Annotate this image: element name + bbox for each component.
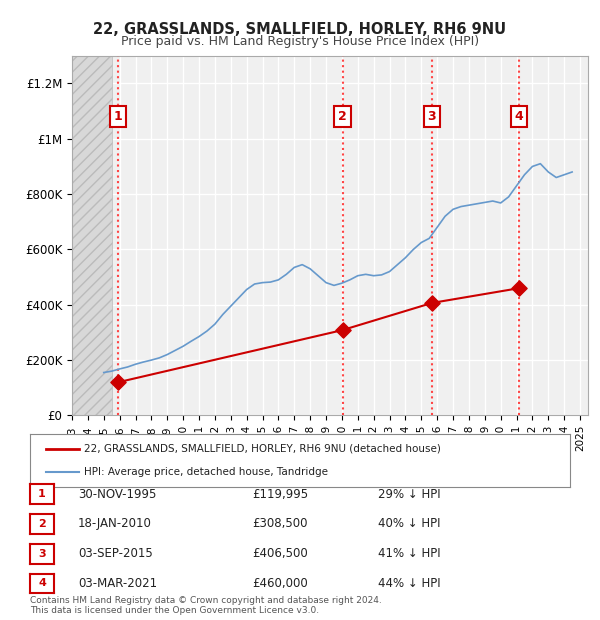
Text: 3: 3 (428, 110, 436, 123)
Text: £406,500: £406,500 (252, 547, 308, 560)
Bar (72, 56, 112, 415)
Point (113, 377, 123, 387)
Text: 22, GRASSLANDS, SMALLFIELD, HORLEY, RH6 9NU (detached house): 22, GRASSLANDS, SMALLFIELD, HORLEY, RH6 … (84, 444, 441, 454)
Text: 1: 1 (114, 110, 122, 123)
Text: 3: 3 (38, 549, 46, 559)
Text: 03-SEP-2015: 03-SEP-2015 (78, 547, 153, 560)
Text: Price paid vs. HM Land Registry's House Price Index (HPI): Price paid vs. HM Land Registry's House … (121, 35, 479, 48)
Text: 41% ↓ HPI: 41% ↓ HPI (378, 547, 440, 560)
Text: 40% ↓ HPI: 40% ↓ HPI (378, 518, 440, 530)
Text: Contains HM Land Registry data © Crown copyright and database right 2024.
This d: Contains HM Land Registry data © Crown c… (30, 596, 382, 615)
Text: £308,500: £308,500 (252, 518, 308, 530)
Text: £460,000: £460,000 (252, 577, 308, 590)
Text: 4: 4 (38, 578, 46, 588)
Text: 4: 4 (515, 110, 524, 123)
Text: 44% ↓ HPI: 44% ↓ HPI (378, 577, 440, 590)
Text: 2: 2 (38, 519, 46, 529)
Text: 2: 2 (338, 110, 347, 123)
Text: 1: 1 (38, 489, 46, 499)
Point (427, 298, 437, 308)
Text: 03-MAR-2021: 03-MAR-2021 (78, 577, 157, 590)
Text: HPI: Average price, detached house, Tandridge: HPI: Average price, detached house, Tand… (84, 467, 328, 477)
Point (514, 283, 524, 293)
Text: 22, GRASSLANDS, SMALLFIELD, HORLEY, RH6 9NU: 22, GRASSLANDS, SMALLFIELD, HORLEY, RH6 … (94, 22, 506, 37)
Text: 18-JAN-2010: 18-JAN-2010 (78, 518, 152, 530)
Text: £119,995: £119,995 (252, 488, 308, 500)
Text: 30-NOV-1995: 30-NOV-1995 (78, 488, 157, 500)
Point (338, 325, 347, 335)
Text: 29% ↓ HPI: 29% ↓ HPI (378, 488, 440, 500)
